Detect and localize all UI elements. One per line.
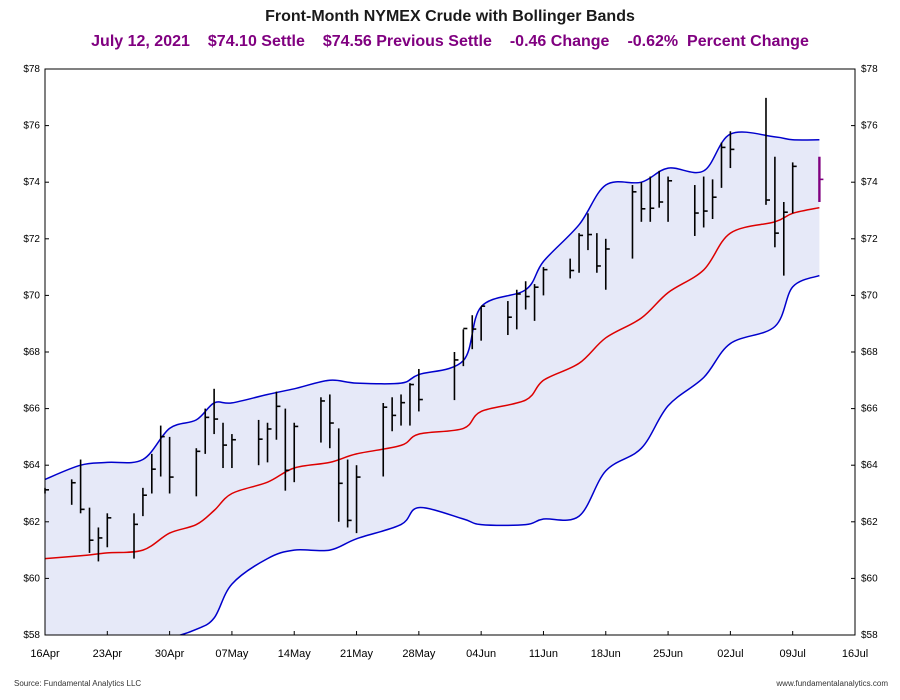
x-tick-label: 14May: [278, 648, 312, 660]
settle-price: $74.10 Settle: [207, 33, 305, 50]
y-tick-label-right: $78: [861, 64, 878, 75]
y-tick-label-right: $66: [861, 404, 878, 415]
lower-band-line: [177, 274, 820, 635]
chart-title: Front-Month NYMEX Crude with Bollinger B…: [265, 8, 635, 25]
y-tick-label-left: $62: [23, 517, 40, 528]
source-note: Source: Fundamental Analytics LLC: [14, 679, 142, 688]
chart-subtitle: July 12, 2021 $74.10 Settle $74.56 Previou…: [0, 33, 900, 51]
price-change: -0.46 Change: [509, 33, 610, 50]
y-tick-label-right: $68: [861, 347, 878, 358]
y-tick-label-left: $76: [23, 121, 40, 132]
x-tick-label: 21May: [340, 648, 374, 660]
y-tick-label-left: $72: [23, 234, 40, 245]
x-tick-label: 25Jun: [653, 648, 683, 660]
y-tick-label-right: $72: [861, 234, 878, 245]
bollinger-band-fill: [45, 132, 820, 635]
y-tick-label-left: $68: [23, 347, 40, 358]
y-tick-label-right: $58: [861, 630, 878, 641]
x-tick-label: 23Apr: [93, 648, 123, 660]
percent-change: -0.62% Percent Change: [627, 33, 809, 50]
x-tick-label: 11Jun: [529, 648, 558, 660]
x-tick-label: 16Jul: [842, 648, 868, 660]
y-tick-label-left: $64: [23, 460, 40, 471]
website-note: www.fundamentalanalytics.com: [776, 679, 888, 688]
settle-date: July 12, 2021: [91, 33, 190, 50]
x-tick-label: 09Jul: [780, 648, 806, 660]
y-tick-label-left: $70: [23, 290, 40, 301]
y-tick-label-left: $78: [23, 64, 40, 75]
x-tick-label: 30Apr: [155, 648, 185, 660]
y-tick-label-left: $74: [23, 177, 40, 188]
middle-band-line: [45, 206, 820, 560]
x-tick-label: 16Apr: [30, 648, 60, 660]
x-tick-label: 18Jun: [591, 648, 621, 660]
y-tick-label-left: $66: [23, 404, 40, 415]
y-tick-label-left: $60: [23, 573, 40, 584]
previous-settle: $74.56 Previous Settle: [322, 33, 492, 50]
y-tick-label-right: $76: [861, 121, 878, 132]
x-tick-label: 07May: [215, 648, 249, 660]
y-tick-label-right: $70: [861, 290, 878, 301]
y-tick-label-right: $64: [861, 460, 878, 471]
y-tick-label-left: $58: [23, 630, 40, 641]
x-tick-label: 28May: [402, 648, 436, 660]
y-tick-label-right: $74: [861, 177, 878, 188]
x-tick-label: 02Jul: [717, 648, 743, 660]
x-tick-label: 04Jun: [466, 648, 496, 660]
y-tick-label-right: $62: [861, 517, 878, 528]
y-tick-label-right: $60: [861, 573, 878, 584]
